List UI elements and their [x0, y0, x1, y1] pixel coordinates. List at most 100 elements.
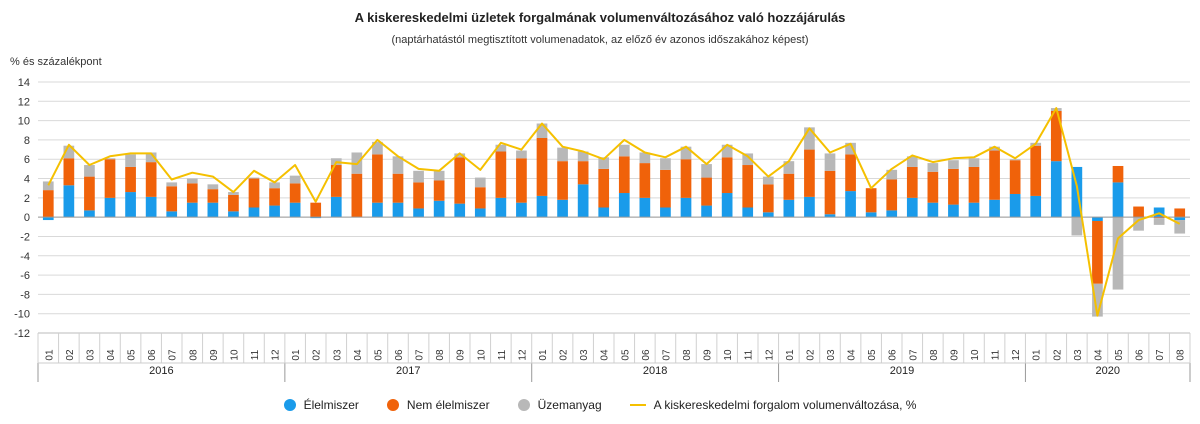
bar-elelmiszer — [42, 217, 54, 221]
bar-elelmiszer — [680, 197, 692, 218]
bar-nem-elelmiszer — [783, 173, 795, 200]
bar-nem-elelmiszer — [1009, 160, 1021, 194]
bar-nem-elelmiszer — [845, 154, 856, 192]
bar-nem-elelmiszer — [186, 183, 198, 203]
bar-nem-elelmiszer — [63, 158, 75, 186]
legend-label-nem-elelmiszer: Nem élelmiszer — [406, 398, 490, 412]
x-tick-month: 04 — [353, 349, 364, 361]
bar-elelmiszer — [413, 208, 424, 218]
x-tick-month: 05 — [620, 349, 631, 361]
x-tick-month: 04 — [847, 349, 858, 361]
bar-nem-elelmiszer — [433, 180, 445, 201]
y-tick-label: -2 — [20, 231, 30, 243]
bar-elelmiszer — [166, 211, 178, 218]
bar-uzemanyag — [948, 160, 959, 169]
bar-elelmiszer — [330, 196, 342, 218]
bar-elelmiszer — [1009, 193, 1021, 218]
legend-swatch-uzemanyag — [517, 399, 530, 411]
x-tick-month: 02 — [559, 349, 570, 361]
bar-elelmiszer — [269, 205, 280, 218]
bar-nem-elelmiszer — [125, 166, 136, 193]
legend-item-forgalom-line[interactable]: A kiskereskedelmi forgalom volumenváltoz… — [629, 398, 916, 412]
x-tick-month: 07 — [661, 349, 672, 361]
bar-uzemanyag — [886, 169, 898, 180]
y-tick-label: 14 — [18, 77, 30, 89]
bar-nem-elelmiszer — [721, 157, 733, 194]
x-tick-month: 03 — [826, 349, 837, 361]
bar-nem-elelmiszer — [372, 154, 383, 203]
bar-nem-elelmiszer — [1050, 110, 1062, 162]
bar-uzemanyag — [63, 145, 75, 159]
bar-nem-elelmiszer — [166, 186, 178, 212]
bar-nem-elelmiszer — [1174, 208, 1186, 218]
bar-uzemanyag — [639, 152, 651, 164]
x-tick-month: 03 — [1073, 349, 1084, 361]
bar-uzemanyag — [454, 153, 466, 158]
y-tick-label: 10 — [18, 116, 30, 128]
bar-elelmiszer — [639, 197, 651, 218]
x-tick-month: 08 — [682, 349, 693, 361]
x-tick-month: 11 — [991, 349, 1002, 360]
x-tick-month: 11 — [744, 349, 755, 360]
bar-nem-elelmiszer — [865, 188, 877, 213]
chart-subtitle: (naptárhatástól megtisztított volumenada… — [391, 34, 809, 46]
bar-uzemanyag — [968, 158, 980, 167]
y-axis-label: % és százalékpont — [10, 56, 102, 68]
bar-nem-elelmiszer — [474, 187, 486, 209]
x-tick-month: 06 — [641, 349, 652, 361]
bar-uzemanyag — [742, 153, 754, 166]
legend-item-elelmiszer[interactable]: Élelmiszer — [283, 398, 359, 412]
bar-uzemanyag — [845, 142, 856, 155]
legend-item-nem-elelmiszer[interactable]: Nem élelmiszer — [386, 398, 490, 412]
x-tick-month: 08 — [1176, 349, 1187, 361]
bar-uzemanyag — [1009, 159, 1021, 161]
bar-elelmiszer — [248, 207, 260, 218]
bar-uzemanyag — [289, 175, 301, 184]
x-tick-month: 04 — [600, 349, 611, 361]
bar-elelmiszer — [948, 204, 959, 218]
bar-nem-elelmiszer — [804, 149, 815, 197]
bar-nem-elelmiszer — [927, 171, 939, 203]
bar-elelmiszer — [145, 196, 157, 218]
bar-nem-elelmiszer — [351, 173, 363, 218]
bar-elelmiszer — [804, 196, 815, 218]
bar-uzemanyag — [1092, 283, 1103, 317]
x-tick-month: 03 — [85, 349, 96, 361]
bar-uzemanyag — [474, 177, 486, 188]
x-tick-month: 02 — [312, 349, 323, 361]
bar-uzemanyag — [145, 152, 157, 163]
x-tick-month: 05 — [1114, 349, 1125, 361]
bar-uzemanyag — [228, 192, 239, 195]
x-tick-month: 07 — [1155, 349, 1166, 361]
bar-nem-elelmiszer — [104, 159, 116, 198]
legend-label-uzemanyag: Üzemanyag — [537, 398, 602, 412]
bar-uzemanyag — [166, 182, 178, 187]
bar-uzemanyag — [762, 176, 774, 185]
bar-elelmiszer — [495, 197, 507, 218]
bar-nem-elelmiszer — [84, 176, 95, 211]
bar-nem-elelmiszer — [330, 165, 342, 197]
bar-elelmiszer — [1050, 161, 1062, 218]
bar-nem-elelmiszer — [1092, 221, 1103, 284]
legend-item-uzemanyag[interactable]: Üzemanyag — [517, 398, 602, 412]
bar-elelmiszer — [721, 193, 733, 218]
bar-uzemanyag — [84, 165, 95, 177]
x-tick-month: 08 — [188, 349, 199, 361]
bar-nem-elelmiszer — [392, 173, 404, 203]
bar-elelmiszer — [125, 192, 136, 218]
bar-nem-elelmiszer — [454, 157, 466, 204]
bar-uzemanyag — [413, 170, 424, 183]
bar-elelmiszer — [577, 184, 589, 218]
bar-nem-elelmiszer — [886, 179, 898, 211]
legend-swatch-nem-elelmiszer — [386, 399, 399, 411]
bar-nem-elelmiszer — [495, 151, 507, 198]
x-tick-month: 01 — [291, 349, 302, 361]
bar-uzemanyag — [1112, 217, 1124, 290]
bar-nem-elelmiszer — [228, 194, 239, 212]
bar-uzemanyag — [1174, 220, 1186, 234]
bar-elelmiszer — [1174, 217, 1186, 221]
x-year-label: 2018 — [643, 365, 667, 377]
x-tick-month: 01 — [1032, 349, 1043, 361]
x-tick-month: 09 — [949, 349, 960, 361]
x-tick-month: 03 — [579, 349, 590, 361]
